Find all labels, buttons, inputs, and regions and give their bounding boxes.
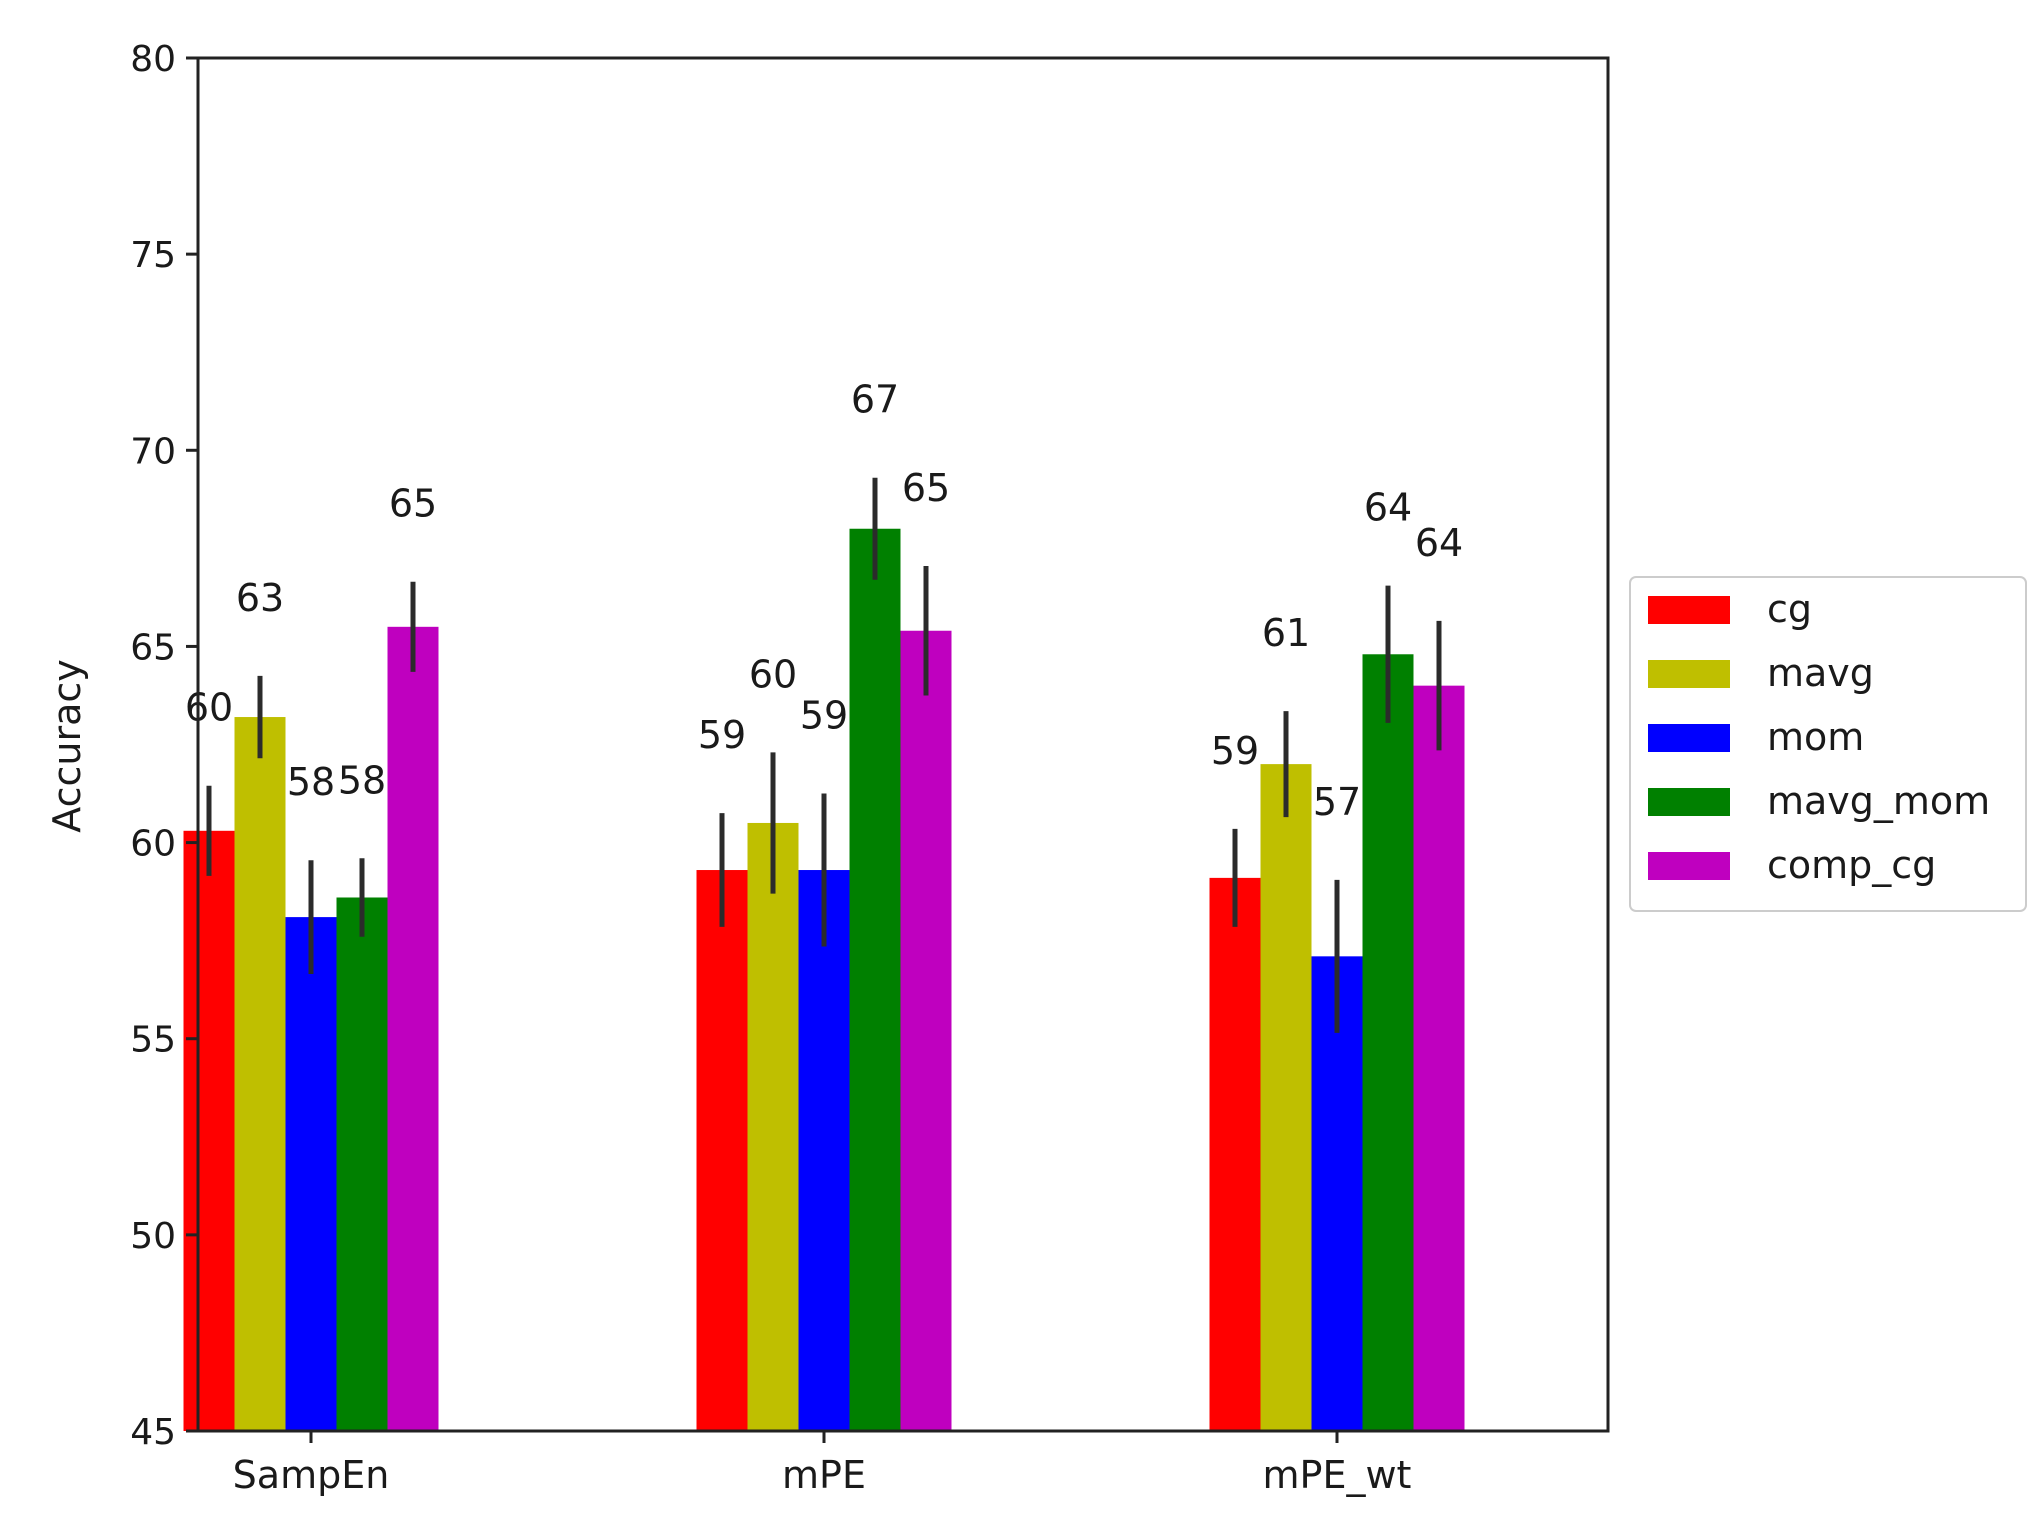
bar-cg [696, 870, 748, 1431]
data-label-cg: 60 [185, 686, 233, 730]
y-tick-label: 70 [130, 431, 176, 472]
legend-swatch-mavg [1648, 660, 1730, 688]
data-label-comp_cg: 65 [389, 482, 437, 526]
x-axis-ticks: SampEn mPE mPE_wt [233, 1431, 1412, 1497]
legend: cg mavg mom mavg_mom comp_cg [1629, 576, 2027, 912]
data-label-cg: 59 [1211, 729, 1259, 773]
y-tick-label: 55 [130, 1020, 176, 1061]
legend-label-mom: mom [1767, 715, 1864, 759]
legend-items: cg mavg mom mavg_mom comp_cg [1648, 587, 1990, 887]
data-label-mavg: 63 [236, 576, 284, 620]
bar-mavg_mom [1362, 654, 1414, 1431]
bar-mavg_mom [849, 528, 901, 1431]
data-label-cg: 59 [698, 713, 746, 757]
legend-label-mavg_mom: mavg_mom [1767, 779, 1990, 823]
legend-swatch-mom [1648, 724, 1730, 752]
plot-area-frame [196, 56, 1610, 1433]
y-tick-label: 65 [130, 627, 176, 668]
data-label-comp_cg: 64 [1415, 521, 1463, 565]
legend-label-cg: cg [1767, 587, 1812, 631]
y-axis-ticks: 45 50 55 60 65 70 75 80 [130, 39, 198, 1453]
data-label-comp_cg: 65 [902, 466, 950, 510]
data-label-mavg_mom: 67 [851, 378, 899, 422]
bar-cg [183, 830, 235, 1431]
bar-mavg [1260, 764, 1312, 1431]
y-tick-label: 60 [130, 824, 176, 865]
bar-mavg [234, 717, 286, 1431]
x-tick-label: mPE [782, 1453, 866, 1497]
bar-comp_cg [387, 626, 439, 1431]
error-bars [206, 477, 1442, 1033]
y-tick-label: 45 [130, 1412, 176, 1453]
y-tick-label: 50 [130, 1216, 176, 1257]
bar-mom [285, 917, 337, 1431]
bar-mom [1311, 956, 1363, 1431]
legend-swatch-mavg_mom [1648, 788, 1730, 816]
x-tick-label: mPE_wt [1263, 1453, 1412, 1497]
legend-swatch-comp_cg [1648, 852, 1730, 880]
bar-cg [1209, 877, 1261, 1431]
data-label-mavg: 61 [1262, 611, 1310, 655]
data-label-mavg: 60 [749, 652, 797, 696]
data-label-mom: 57 [1313, 780, 1361, 824]
data-label-mavg_mom: 58 [338, 758, 386, 802]
data-label-mom: 59 [800, 694, 848, 738]
legend-swatch-cg [1648, 596, 1730, 624]
x-tick-label: SampEn [233, 1453, 390, 1497]
bar-comp_cg [1413, 685, 1465, 1431]
data-label-mavg_mom: 64 [1364, 486, 1412, 530]
bar-mavg_mom [336, 897, 388, 1431]
y-axis-title: Accuracy [45, 659, 89, 833]
y-tick-label: 75 [130, 235, 176, 276]
data-label-mom: 58 [287, 760, 335, 804]
bar-mavg [747, 822, 799, 1431]
bar-mom [798, 870, 850, 1431]
bar-comp_cg [900, 630, 952, 1431]
bars [183, 528, 1465, 1431]
legend-label-comp_cg: comp_cg [1767, 843, 1936, 887]
legend-label-mavg: mavg [1767, 651, 1874, 695]
y-tick-label: 80 [130, 39, 176, 80]
